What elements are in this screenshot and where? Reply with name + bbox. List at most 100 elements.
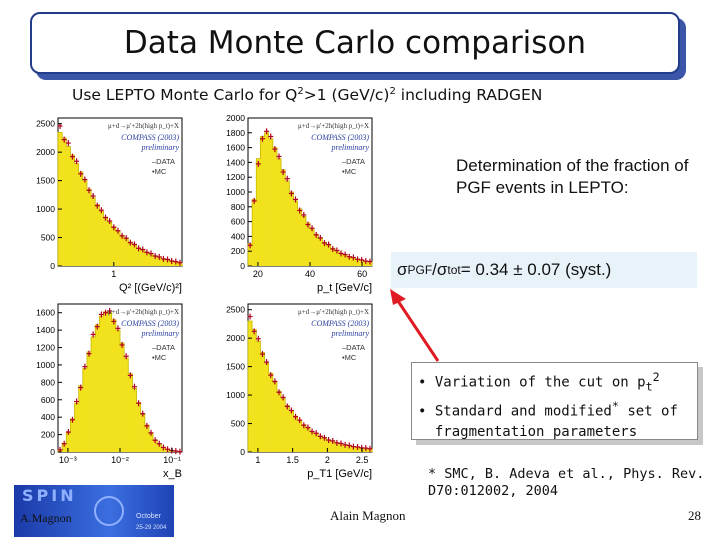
subtitle-suffix: including RADGEN (395, 86, 543, 105)
subtitle-sup-2: 2 (389, 86, 396, 97)
data-point (367, 445, 373, 452)
mc-bar (272, 382, 278, 452)
mc-bar (58, 132, 63, 266)
mc-bar (140, 414, 146, 452)
mc-bar (115, 231, 121, 266)
y-tick-label: 800 (41, 377, 55, 387)
y-tick-label: 1600 (226, 143, 245, 153)
y-tick-label: 2000 (36, 147, 55, 157)
mc-bar (248, 243, 253, 266)
legend-entry: –DATA (152, 157, 175, 166)
mc-bar (272, 147, 278, 266)
y-tick-label: 200 (41, 430, 55, 440)
mc-bar (305, 428, 311, 452)
y-tick-label: 1000 (226, 187, 245, 197)
mc-bar (310, 431, 315, 452)
histogram-svg: 0 200 400 600 800 1000 1200 1400 1600 1800 2000 20 4… (226, 114, 373, 294)
x-tick-label: 2.5 (356, 455, 369, 465)
mc-bar (144, 425, 150, 452)
data-point (144, 422, 150, 429)
y-tick-label: 200 (231, 246, 245, 256)
y-tick-label: 500 (231, 419, 245, 429)
process-label: μ+d→μ'+2h(high p_t)+X (298, 122, 369, 130)
mc-bar (91, 337, 96, 452)
data-point (247, 242, 253, 249)
mc-outline (57, 311, 183, 452)
mc-bar (120, 235, 125, 266)
data-point (115, 325, 121, 332)
mc-bar (343, 444, 348, 452)
experiment-label: COMPASS (2003) (311, 133, 369, 142)
data-point (346, 442, 352, 449)
mc-bar (82, 368, 88, 452)
y-tick-label: 400 (41, 412, 55, 422)
mc-bar (103, 311, 108, 452)
mc-bar (289, 411, 294, 452)
data-point (346, 253, 352, 260)
data-point (177, 259, 183, 266)
bullet-1-sub: t (645, 379, 653, 394)
data-point (288, 190, 294, 197)
legend-entry: –DATA (342, 343, 365, 352)
mc-bar (120, 343, 125, 452)
mc-bar (157, 257, 162, 266)
y-tick-label: 1400 (36, 325, 55, 335)
data-point (69, 416, 75, 423)
mc-bar (318, 436, 323, 452)
data-point (136, 245, 142, 252)
status-label: preliminary (141, 143, 180, 152)
sup-tot: tot (447, 263, 461, 277)
data-point (251, 328, 257, 335)
histogram-q2: 0 500 1000 1500 2000 2500 1 Q² [(GeV/c)²] μ+d→μ'… (22, 114, 187, 294)
data-point (111, 224, 117, 231)
mc-bar (322, 242, 327, 266)
data-point (90, 331, 96, 338)
data-point (305, 221, 311, 228)
data-point (152, 253, 158, 260)
data-point (317, 234, 323, 241)
mc-bar (124, 357, 129, 452)
data-point (276, 153, 282, 160)
mc-bar (289, 192, 294, 266)
x-tick-label: 1 (111, 269, 116, 279)
mc-bar (86, 189, 92, 266)
mc-bar (268, 373, 274, 452)
data-point (107, 307, 113, 314)
mc-bar (103, 217, 108, 266)
data-point (342, 251, 348, 258)
page-number: 28 (688, 508, 701, 523)
data-point (82, 363, 88, 370)
data-point (326, 437, 332, 444)
data-point (255, 160, 261, 167)
data-point (115, 227, 121, 234)
data-point (313, 231, 319, 238)
mc-bar (148, 433, 154, 452)
data-point (107, 218, 113, 225)
mc-bar (334, 250, 340, 266)
data-point (94, 202, 100, 209)
mc-bar (268, 138, 274, 266)
y-tick-label: 800 (231, 202, 245, 212)
y-tick-label: 400 (231, 231, 245, 241)
logo-author: A.Magnon (20, 511, 72, 525)
bullet-1-text: • Variation of the cut on p (418, 374, 646, 391)
histogram-svg: 0 500 1000 1500 2000 2500 1 1.5 2 2.5 p_T1 [GeV/c]… (226, 303, 373, 480)
y-tick-label: 1500 (36, 176, 55, 186)
mc-bar (128, 373, 133, 452)
y-tick-label: 2500 (36, 119, 55, 129)
x-axis-label: p_T1 [GeV/c] (307, 468, 372, 480)
data-point (140, 246, 146, 253)
x-axis-label: p_t [GeV/c] (317, 282, 372, 294)
mc-bar (140, 250, 146, 266)
x-tick-label: 10⁻² (111, 455, 129, 465)
mc-bar (334, 442, 340, 452)
x-tick-label: 10⁻¹ (163, 455, 181, 465)
data-point (288, 407, 294, 414)
subtitle: Use LEPTO Monte Carlo for Q2>1 (GeV/c)2 … (72, 86, 542, 104)
mc-bar (70, 418, 75, 452)
data-point (127, 372, 133, 379)
data-point (280, 394, 286, 401)
data-point (259, 351, 265, 358)
status-label: preliminary (331, 329, 370, 338)
mc-bar (115, 330, 121, 452)
